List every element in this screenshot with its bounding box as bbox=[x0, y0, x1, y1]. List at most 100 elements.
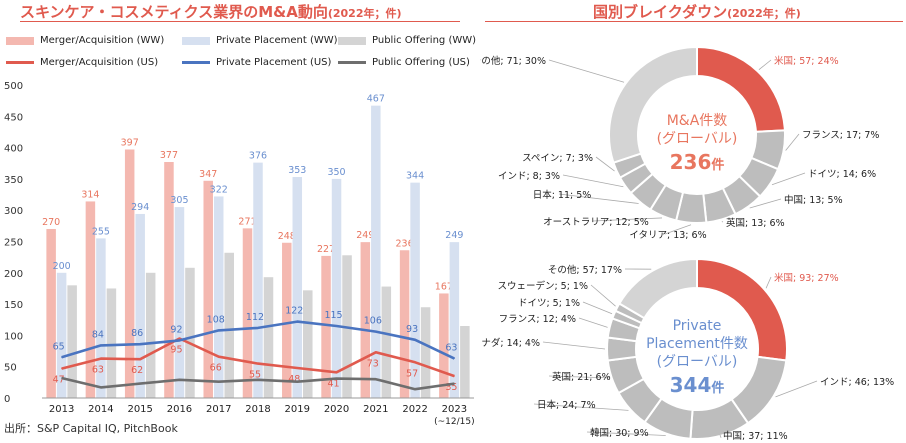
legend-label: Public Offering (WW) bbox=[372, 35, 477, 46]
bar bbox=[439, 293, 449, 398]
x-tick-label: 2022 bbox=[402, 404, 427, 415]
leader-line bbox=[664, 224, 692, 235]
bar bbox=[263, 277, 274, 398]
bar bbox=[164, 161, 174, 398]
donut-slice-label: 韓国; 30; 9% bbox=[590, 428, 649, 439]
line-point bbox=[61, 377, 63, 379]
donut-slice-label: インド; 8; 3% bbox=[498, 171, 560, 182]
line-point bbox=[375, 331, 377, 333]
bar-value-label: 249 bbox=[445, 230, 463, 241]
legend-label: Private Placement (US) bbox=[216, 57, 332, 68]
pp-donut-chart: 米国; 93; 27% インド; 46; 13% 中国; 37; 11% 韓国; 30… bbox=[480, 257, 894, 442]
bar-chart-title-main: スキンケア・コスメティクス業界のM&A動向 bbox=[20, 3, 328, 21]
bar bbox=[371, 105, 381, 399]
leader-line bbox=[775, 380, 818, 398]
donut-center-label: (グローバル) bbox=[657, 354, 738, 370]
leader-line bbox=[548, 375, 610, 379]
donut-slice bbox=[617, 257, 698, 320]
line-point bbox=[61, 356, 63, 358]
line-value-label: 95 bbox=[170, 345, 182, 356]
line-point bbox=[100, 386, 102, 388]
y-tick-label: 500 bbox=[4, 81, 23, 92]
donut-slice-label: フランス; 17; 7% bbox=[802, 130, 879, 141]
donut-total-unit: 件 bbox=[711, 380, 724, 396]
x-tick-label: 2020 bbox=[324, 404, 349, 415]
line-point bbox=[178, 339, 180, 341]
donut-slice-label: 日本; 11; 5% bbox=[533, 189, 592, 201]
leader-line bbox=[765, 276, 772, 289]
donut-slice-label: ドイツ; 14; 6% bbox=[808, 169, 876, 180]
legend-line bbox=[6, 61, 34, 64]
legend-swatch bbox=[182, 36, 210, 45]
x-tick-label: 2018 bbox=[245, 404, 270, 415]
bar bbox=[303, 290, 313, 398]
line-point bbox=[139, 358, 141, 360]
line-value-label: 106 bbox=[364, 316, 382, 327]
bar-value-label: 200 bbox=[53, 261, 71, 272]
donut-center-label: Placement件数 bbox=[646, 336, 748, 352]
bar-chart-title: スキンケア・コスメティクス業界のM&A動向(2022年；件) bbox=[20, 1, 402, 22]
bar-value-label: 377 bbox=[160, 150, 178, 161]
y-tick-label: 150 bbox=[4, 300, 23, 311]
line-value-label: 108 bbox=[207, 314, 225, 325]
bar-value-label: 294 bbox=[131, 202, 149, 213]
line-point bbox=[453, 358, 455, 360]
y-tick-label: 250 bbox=[4, 238, 23, 249]
bar bbox=[224, 252, 234, 398]
legend-label: Public Offering (US) bbox=[372, 57, 470, 68]
bar bbox=[242, 228, 253, 398]
bar bbox=[331, 178, 342, 398]
y-tick-label: 50 bbox=[4, 363, 17, 374]
x-tick-label: 2021 bbox=[363, 404, 388, 415]
donut-chart-title: 国別ブレイクダウン(2022年；件) bbox=[593, 1, 801, 22]
legend-ma-ww: Merger/Acquisition (WW) bbox=[6, 35, 164, 46]
line-point bbox=[296, 321, 298, 323]
line-point bbox=[414, 388, 416, 390]
bar bbox=[321, 255, 331, 398]
leader-line bbox=[558, 193, 639, 204]
legend-line bbox=[182, 61, 210, 64]
line-value-label: 48 bbox=[288, 374, 300, 385]
bar bbox=[410, 182, 420, 398]
donut-center-label: M&A件数 bbox=[667, 113, 728, 129]
line-point bbox=[100, 344, 102, 346]
y-tick-label: 100 bbox=[4, 331, 23, 342]
line-value-label: 73 bbox=[367, 358, 379, 369]
ma-donut-chart: 米国; 57; 24% フランス; 17; 7% ドイツ; 14; 6% 中国; 13… bbox=[480, 45, 879, 241]
legend-label: Private Placement (WW) bbox=[216, 35, 338, 46]
line-value-label: 66 bbox=[210, 363, 222, 374]
y-tick-label: 350 bbox=[4, 175, 23, 186]
legend-label: Merger/Acquisition (US) bbox=[40, 57, 159, 68]
x-tick-label: 2017 bbox=[206, 404, 231, 415]
donut-title-underline bbox=[485, 21, 903, 22]
legend-swatch bbox=[338, 36, 366, 45]
bar-value-label: 376 bbox=[249, 151, 267, 162]
bar-value-label: 353 bbox=[288, 165, 306, 176]
leader-line bbox=[749, 198, 782, 209]
bar-value-label: 314 bbox=[81, 189, 99, 200]
line-point bbox=[257, 363, 259, 365]
x-tick-label: 2015 bbox=[127, 404, 152, 415]
line-point bbox=[100, 358, 102, 360]
line-point bbox=[218, 329, 220, 331]
line-point bbox=[375, 378, 377, 380]
donut-slice-label: オーストラリア; 12; 5% bbox=[543, 217, 649, 228]
donut-slice bbox=[608, 45, 698, 164]
leader-line bbox=[771, 172, 806, 186]
line-value-label: 65 bbox=[53, 341, 65, 352]
bar bbox=[56, 272, 67, 398]
line-point bbox=[296, 367, 298, 369]
line-point bbox=[178, 379, 180, 381]
bar bbox=[67, 285, 77, 398]
leader-line bbox=[758, 59, 772, 71]
donut-slice-label: 米国; 57; 24% bbox=[774, 55, 839, 67]
legend-po-us: Public Offering (US) bbox=[338, 57, 470, 68]
line-point bbox=[257, 327, 259, 329]
line-value-label: 84 bbox=[92, 329, 104, 340]
bar bbox=[449, 242, 460, 398]
bar-value-label: 397 bbox=[121, 137, 139, 148]
legend-label: Merger/Acquisition (WW) bbox=[40, 35, 165, 46]
donut-slice-label: ドイツ; 5; 1% bbox=[518, 298, 580, 309]
bar bbox=[360, 242, 371, 398]
bar bbox=[203, 180, 213, 398]
